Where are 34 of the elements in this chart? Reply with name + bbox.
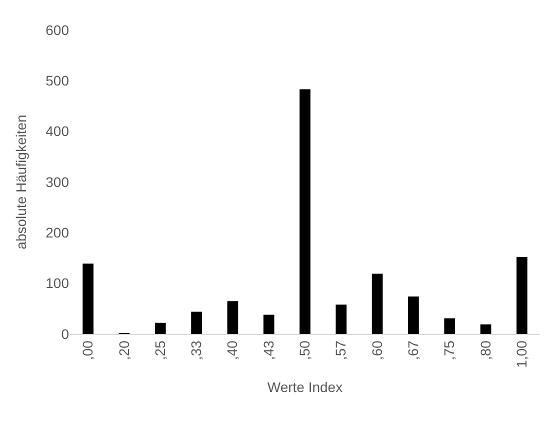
bar	[300, 89, 310, 334]
bar	[227, 301, 238, 334]
x-tick-label: ,57	[332, 340, 349, 360]
x-tick-label: ,00	[80, 340, 96, 360]
bar	[336, 304, 347, 334]
bar	[516, 256, 528, 334]
bar	[480, 324, 492, 334]
x-axis-title: Werte Index	[267, 379, 343, 396]
x-tick-label: ,75	[441, 340, 458, 360]
bar	[444, 318, 456, 334]
y-tick-label: 600	[46, 22, 70, 38]
x-tick-label: ,25	[152, 340, 168, 360]
y-tick-label: 500	[46, 72, 70, 89]
y-tick-label: 0	[61, 326, 70, 342]
bar	[408, 296, 419, 334]
y-axis-title: absolute Häufigkeiten	[13, 114, 30, 250]
bar	[191, 312, 202, 334]
y-tick-label: 100	[46, 275, 70, 292]
bar	[263, 314, 274, 334]
x-tick-label: ,20	[116, 340, 132, 360]
x-tick-label: ,50	[296, 340, 313, 360]
x-tick-label: ,40	[224, 340, 240, 360]
x-tick-label: ,67	[405, 340, 422, 360]
y-tick-label: 300	[46, 174, 70, 190]
y-tick-label: 200	[46, 224, 70, 241]
bar	[372, 274, 383, 334]
x-tick-label: ,33	[188, 340, 204, 360]
x-tick-label: ,43	[260, 340, 276, 360]
y-tick-label: 400	[46, 123, 70, 140]
x-tick-label: ,60	[368, 340, 385, 360]
x-tick-label: 1,00	[513, 340, 530, 368]
x-tick-label: ,80	[477, 340, 494, 360]
bar	[154, 322, 166, 334]
bar	[82, 264, 94, 334]
